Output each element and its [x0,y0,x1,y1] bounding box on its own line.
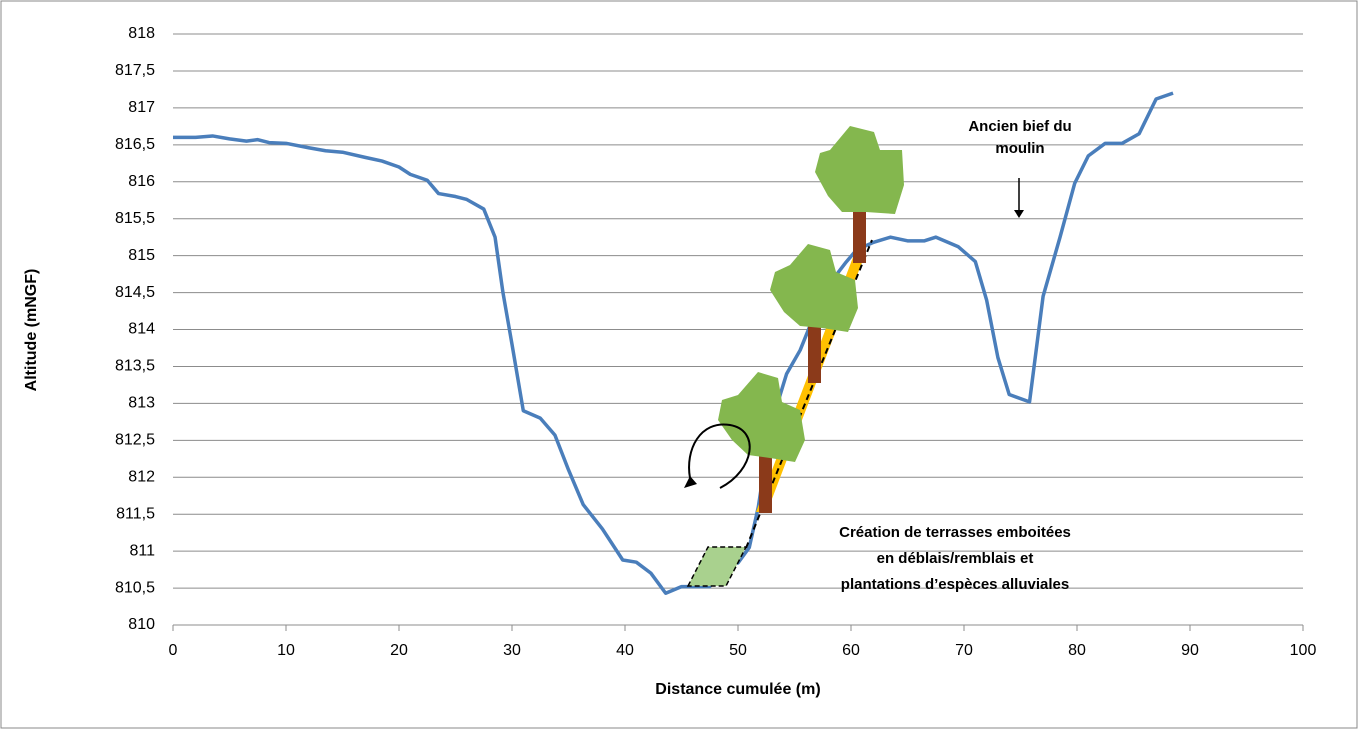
y-tick-label: 810 [128,616,155,633]
y-tick-label: 814,5 [115,284,155,301]
y-tick-label: 815,5 [115,210,155,227]
y-tick-label: 816,5 [115,136,155,153]
y-tick-label: 818 [128,25,155,42]
illustration [684,126,1024,587]
annotation: en déblais/remblais et [877,550,1034,567]
trunk [808,325,821,383]
y-tick-label: 813,5 [115,358,155,375]
annotations: Ancien bief du moulin Création de terrasse… [839,118,1072,593]
annotation: Création de terrasses emboitées [839,524,1071,541]
x-tick-label: 80 [1068,642,1086,659]
x-tick-label: 0 [169,642,178,659]
tree-crown [718,372,805,462]
x-axis-title: Distance cumulée (m) [655,681,820,698]
x-tick-label: 40 [616,642,634,659]
y-tick-label: 817,5 [115,62,155,79]
tree-crown [815,126,904,214]
y-tick-label: 812,5 [115,432,155,449]
x-tick-label: 30 [503,642,521,659]
arrow-head [684,476,697,488]
annotation: Ancien bief du [968,118,1071,135]
x-tick-label: 90 [1181,642,1199,659]
y-tick-label: 816 [128,173,155,190]
y-tick-label: 812 [128,468,155,485]
trunk [853,208,866,263]
y-tick-label: 815 [128,247,155,264]
y-tick-label: 817 [128,99,155,116]
y-tick-label: 810,5 [115,579,155,596]
x-tick-label: 60 [842,642,860,659]
tree-crown [770,244,858,332]
y-tick-label: 811,5 [116,505,155,522]
y-tick-label: 814 [128,321,155,338]
y-axis-title: Altitude (mNGF) [23,269,40,392]
arrow-head [1014,210,1024,218]
annotation: plantations d’espèces alluviales [841,576,1069,593]
annotation: moulin [995,140,1044,157]
x-tick-label: 70 [955,642,973,659]
x-tick-label: 10 [277,642,295,659]
rotation-arrow [688,423,751,489]
y-tick-label: 813 [128,395,155,412]
x-tick-label: 50 [729,642,747,659]
y-tick-label: 811 [129,542,155,559]
trunk [759,455,772,513]
x-tick-label: 100 [1290,642,1317,659]
x-tick-label: 20 [390,642,408,659]
